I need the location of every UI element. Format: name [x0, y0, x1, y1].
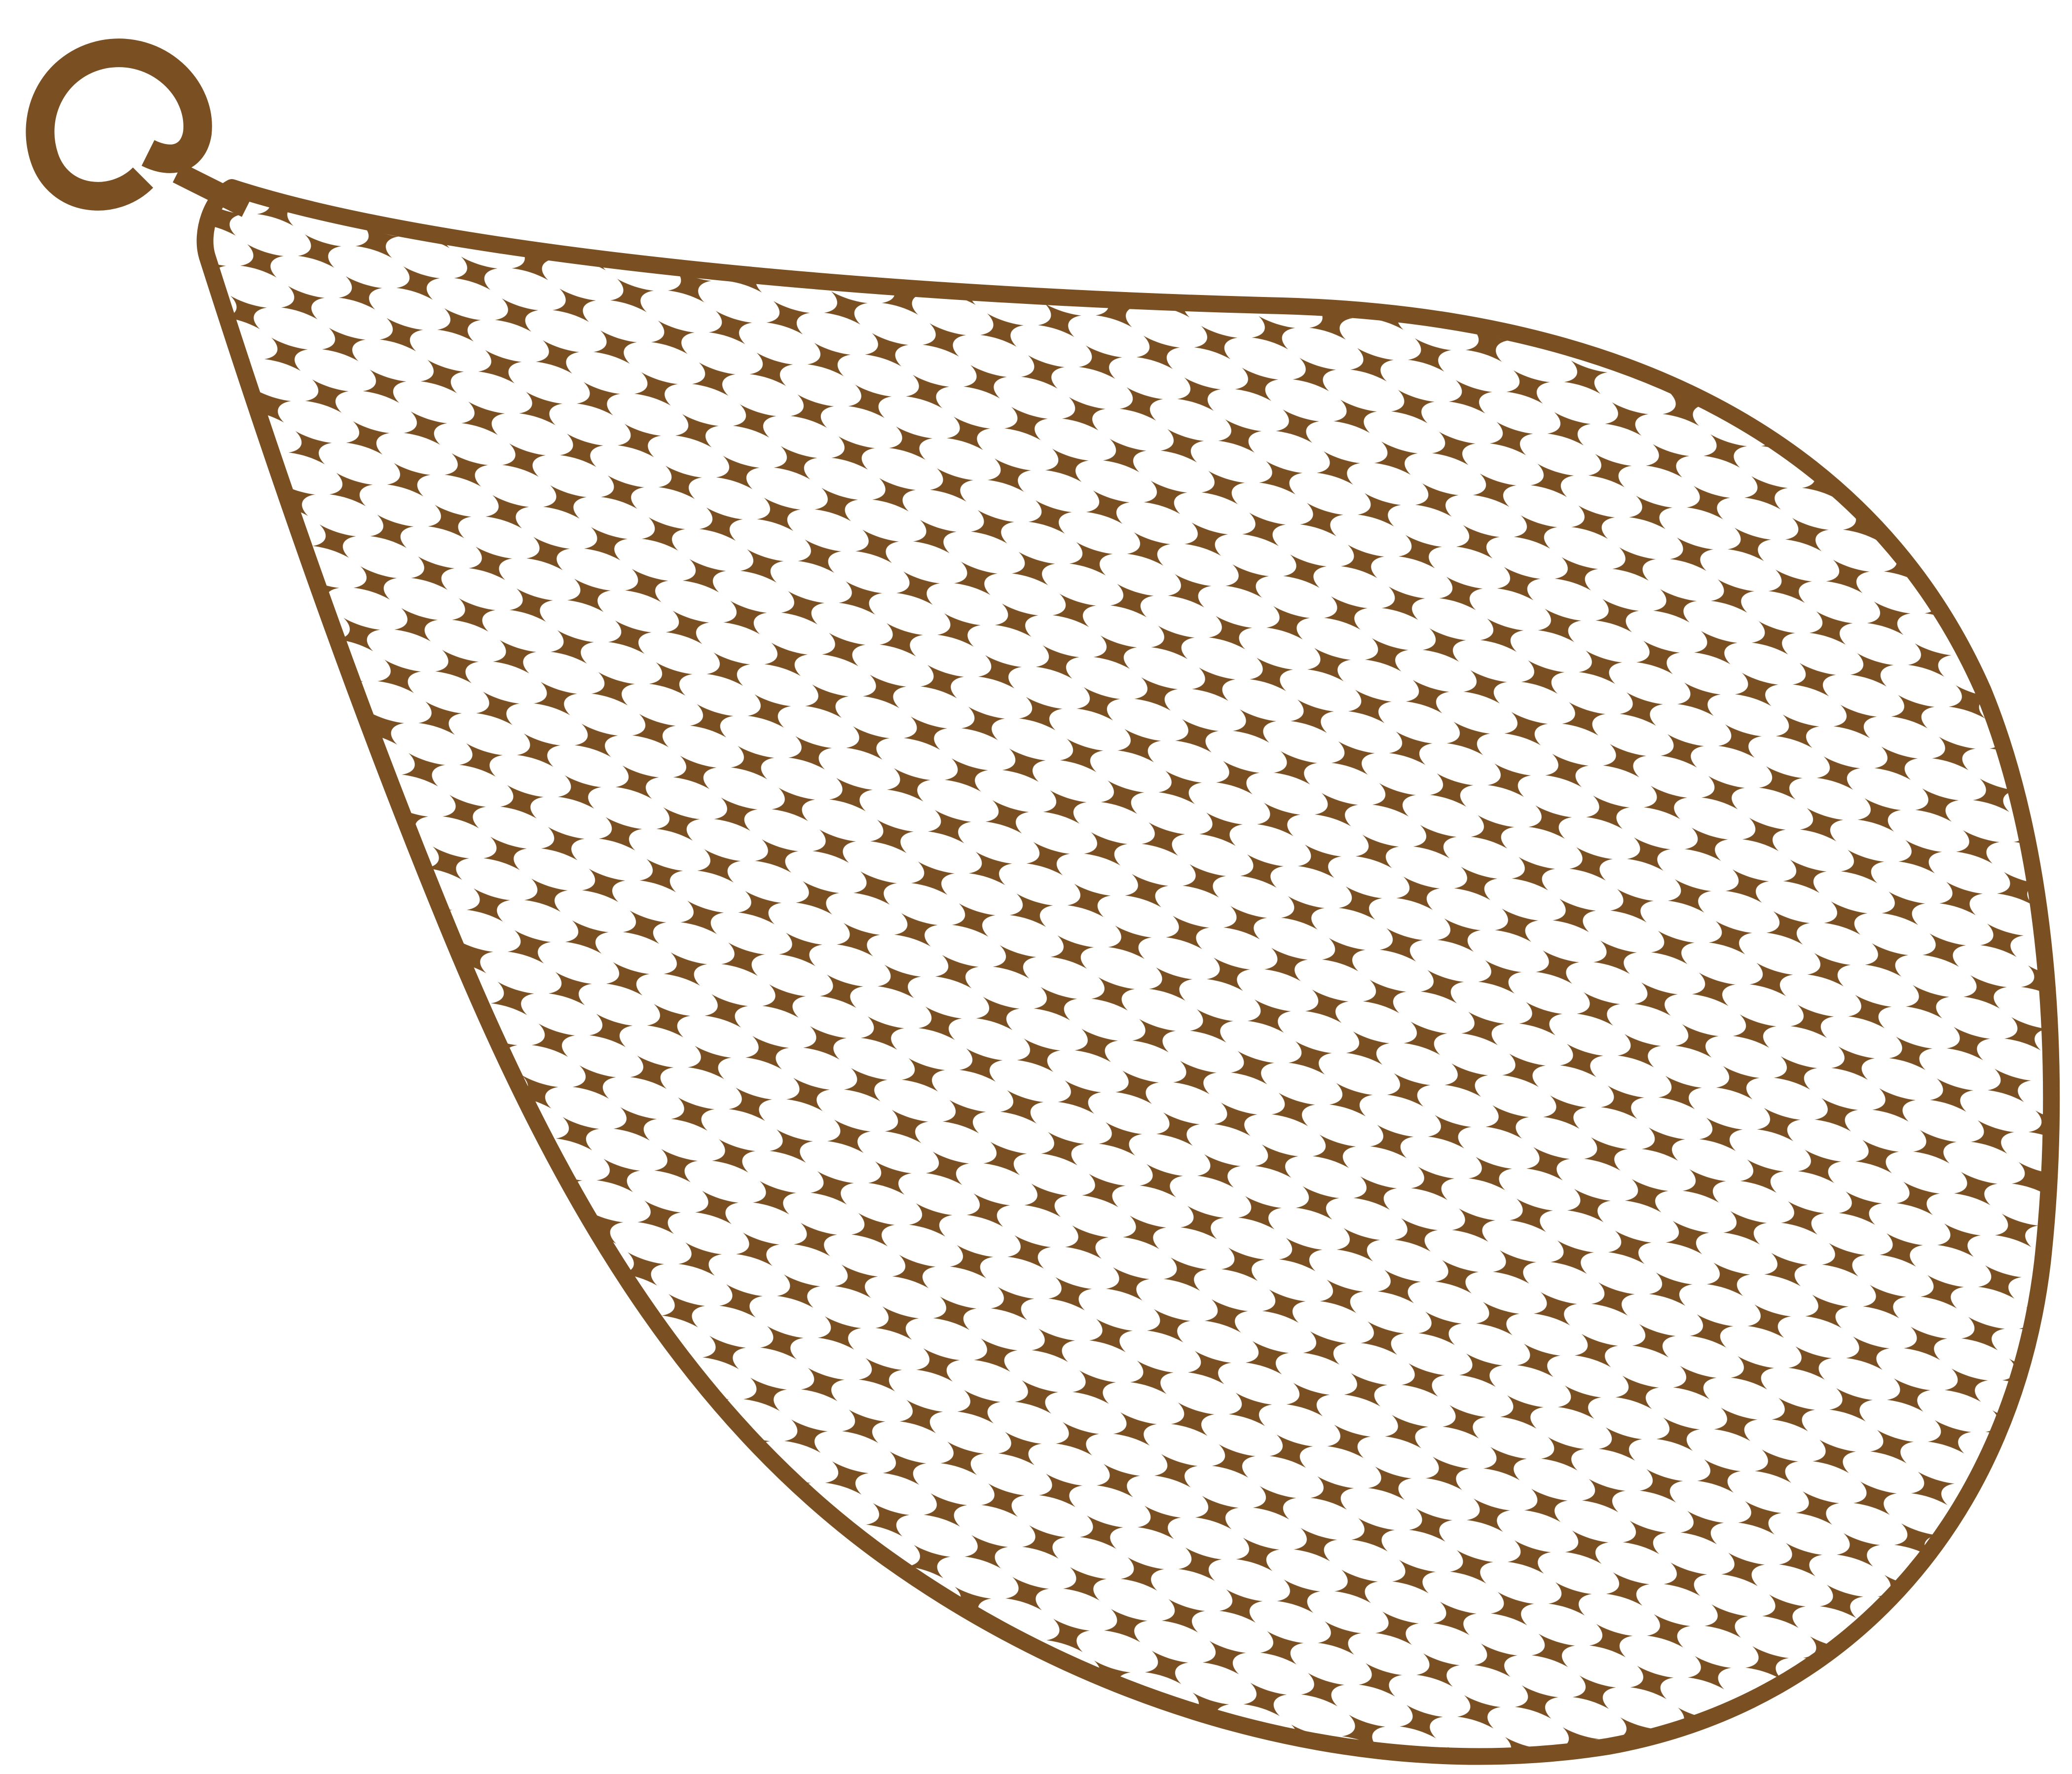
bag-rim: [196, 179, 2060, 1765]
ring-loop: [26, 38, 212, 211]
hanging-ring-icon: [26, 38, 252, 217]
mesh-net-bag-icon: [196, 179, 2060, 1765]
bag-mesh: [205, 187, 2052, 1757]
ring-neck: [173, 163, 252, 217]
